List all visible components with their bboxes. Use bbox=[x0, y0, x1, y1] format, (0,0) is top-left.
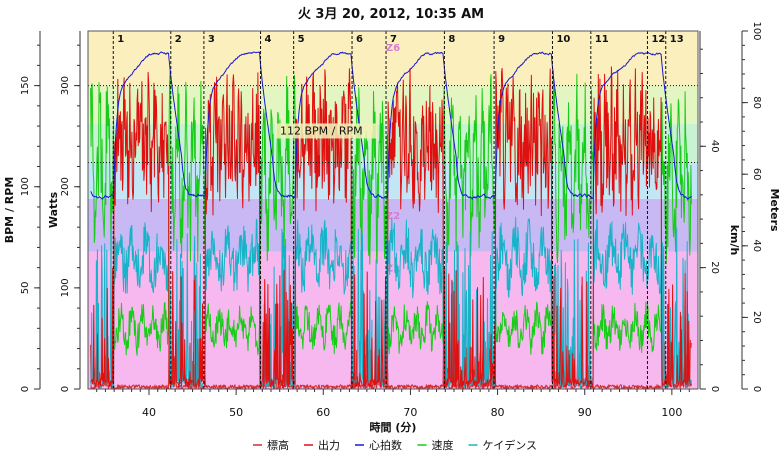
kmh-axis-label: km/h bbox=[728, 225, 741, 256]
x-tick-label-100: 100 bbox=[661, 406, 682, 419]
legend-label-2: 出力 bbox=[318, 438, 340, 452]
watts-axis: 0 100 200 300 bbox=[60, 31, 81, 392]
meters-tick-label-80: 80 bbox=[751, 96, 762, 109]
meters-tick-label-0: 0 bbox=[751, 386, 762, 392]
x-tick-label-50: 50 bbox=[229, 406, 243, 419]
interval-label-7: 7 bbox=[390, 34, 397, 45]
bpm-rpm-axis-label: BPM / RPM bbox=[3, 177, 16, 244]
bpm_rpm-tick-label-150: 150 bbox=[20, 76, 31, 95]
zone-label-1: Z1 bbox=[386, 263, 400, 274]
bpm_rpm-tick-label-50: 50 bbox=[20, 282, 31, 295]
watts-tick-label-200: 200 bbox=[60, 177, 71, 196]
meters-tick-label-20: 20 bbox=[751, 311, 762, 324]
interval-label-3: 3 bbox=[208, 34, 215, 45]
threshold-line: 112 BPM / RPM bbox=[88, 85, 698, 163]
interval-label-9: 9 bbox=[498, 34, 505, 45]
legend-label-5: ケイデンス bbox=[483, 438, 538, 452]
meters-tick-label-60: 60 bbox=[751, 168, 762, 181]
x-axis: 40 50 60 70 80 90 100 bbox=[96, 389, 690, 419]
kmh-tick-label-20: 20 bbox=[709, 261, 720, 274]
interval-label-10: 10 bbox=[556, 34, 570, 45]
threshold-label: 112 BPM / RPM bbox=[280, 124, 363, 137]
legend-label-3: 心拍数 bbox=[369, 438, 402, 452]
interval-label-4: 4 bbox=[265, 34, 272, 45]
watts-tick-label-300: 300 bbox=[60, 76, 71, 95]
interval-markers: 1 2 3 4 5 6 7 8 9 10 11 12 13 bbox=[112, 31, 684, 389]
interval-label-8: 8 bbox=[448, 34, 455, 45]
interval-label-5: 5 bbox=[298, 34, 305, 45]
kmh-tick-label-40: 40 bbox=[709, 140, 720, 153]
interval-label-13: 13 bbox=[670, 34, 684, 45]
watts-axis-label: Watts bbox=[47, 191, 60, 228]
bpm-rpm-axis: 0 50 100 150 bbox=[20, 31, 41, 392]
interval-label-6: 6 bbox=[356, 34, 363, 45]
interval-label-11: 11 bbox=[595, 34, 609, 45]
x-tick-label-40: 40 bbox=[142, 406, 156, 419]
zone-label-2: Z2 bbox=[386, 211, 400, 222]
x-tick-label-80: 80 bbox=[491, 406, 505, 419]
legend-label-4: 速度 bbox=[432, 438, 454, 452]
kmh-axis: 0 20 40 bbox=[699, 31, 720, 392]
watts-tick-label-100: 100 bbox=[60, 278, 71, 297]
series-kmh-4 bbox=[90, 69, 692, 356]
x-tick-label-70: 70 bbox=[403, 406, 417, 419]
kmh-tick-label-0: 0 bbox=[709, 386, 720, 392]
watts-tick-label-0: 0 bbox=[60, 386, 71, 392]
x-tick-label-60: 60 bbox=[316, 406, 330, 419]
meters-tick-label-100: 100 bbox=[751, 21, 762, 40]
meters-tick-label-40: 40 bbox=[751, 239, 762, 252]
meters-axis: 0 20 40 60 80 100 bbox=[741, 21, 762, 392]
zone-label-6: Z6 bbox=[386, 43, 400, 54]
threshold-label-bg bbox=[275, 123, 377, 139]
zone-labels: Z1 Z2 Z6 bbox=[386, 43, 400, 274]
x-axis-label: 時間 (分) bbox=[370, 420, 417, 434]
legend: 標高 出力 心拍数 速度 ケイデンス bbox=[253, 438, 537, 452]
x-tick-label-90: 90 bbox=[578, 406, 592, 419]
chart-title: 火 3月 20, 2012, 10:35 AM bbox=[298, 7, 484, 22]
bpm_rpm-tick-label-0: 0 bbox=[20, 386, 31, 392]
bpm_rpm-tick-label-100: 100 bbox=[20, 177, 31, 196]
zone-band-6 bbox=[88, 31, 698, 86]
interval-label-2: 2 bbox=[175, 34, 182, 45]
meters-axis-label: Meters bbox=[768, 188, 781, 232]
interval-label-1: 1 bbox=[117, 34, 124, 45]
legend-label-1: 標高 bbox=[267, 438, 289, 452]
interval-label-12: 12 bbox=[651, 34, 665, 45]
